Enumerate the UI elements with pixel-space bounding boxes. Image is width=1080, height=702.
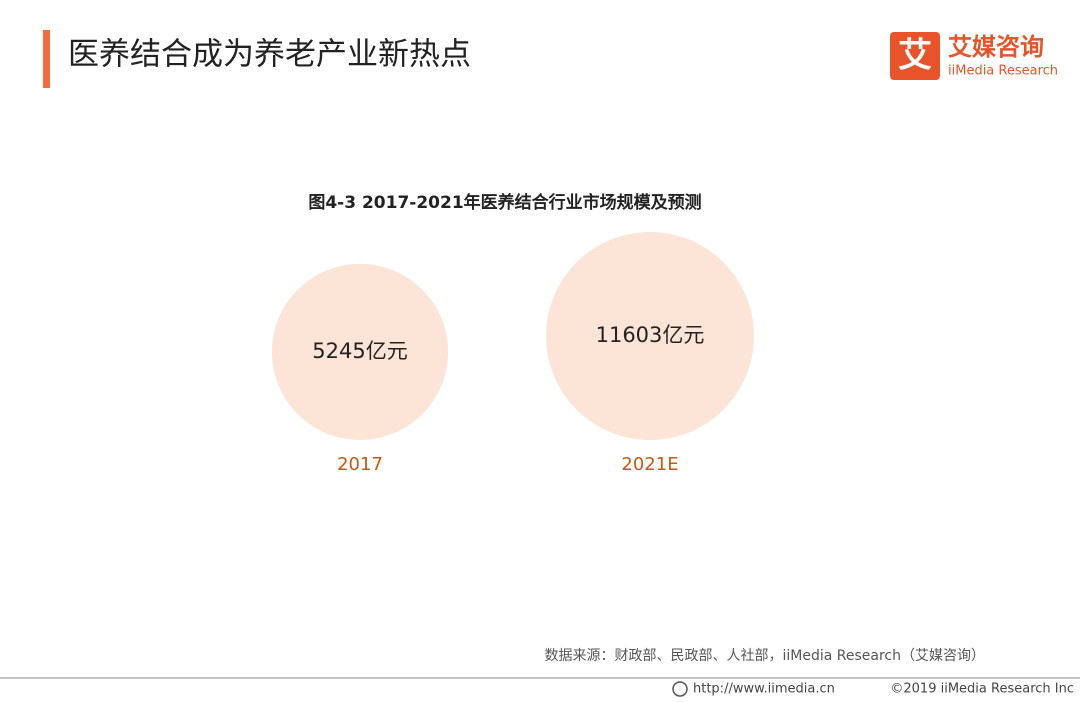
footer-copyright: ©2019 iiMedia Research Inc <box>890 682 1074 697</box>
chart-title: 图4-3 2017-2021年医养结合行业市场规模及预测 <box>308 192 701 213</box>
logo-box <box>890 32 940 80</box>
logo-mark: 艾 <box>898 36 932 76</box>
header-accent <box>43 30 50 88</box>
plot: 5245亿元 2017 11603亿元 2021E <box>271 231 755 475</box>
category-label: 2021E <box>621 454 678 475</box>
value-label: 11603亿元 <box>596 323 705 347</box>
value-label: 5245亿元 <box>312 339 407 363</box>
footer-url: http://www.iimedia.cn <box>693 682 835 697</box>
globe-icon <box>672 681 688 697</box>
page-title: 医养结合成为养老产业新热点 <box>68 37 471 73</box>
logo-subtitle: iiMedia Research <box>948 64 1058 79</box>
logo-name: 艾媒咨询 <box>948 33 1044 61</box>
source: 数据来源：财政部、民政部、人社部，iiMedia Research（艾媒咨询） <box>545 648 986 664</box>
bubble <box>271 263 449 441</box>
category-label: 2017 <box>337 454 383 475</box>
bubble <box>545 231 755 440</box>
